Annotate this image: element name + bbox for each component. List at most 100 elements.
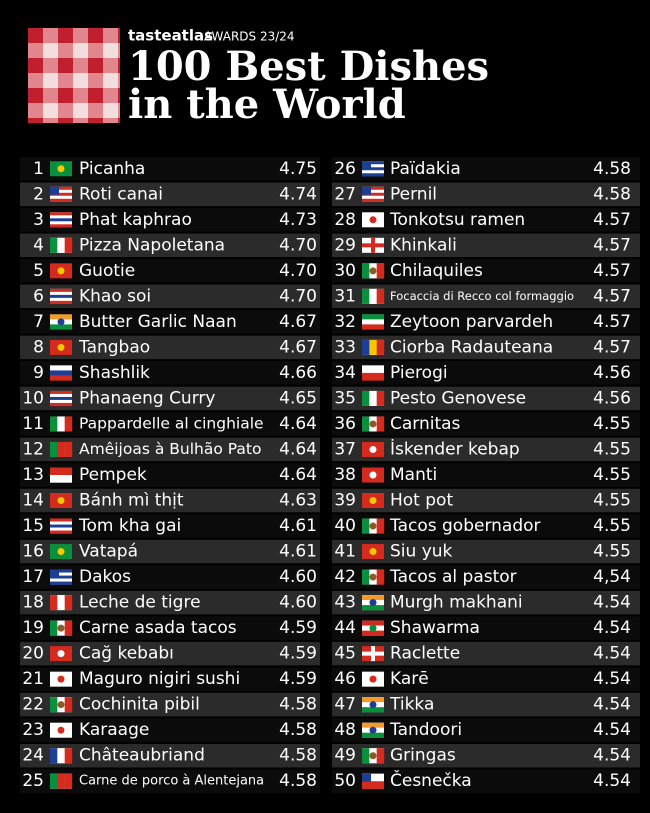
flag-emblem: [369, 420, 377, 428]
flag: [362, 569, 385, 585]
score: 4.70: [279, 286, 317, 306]
score: 4.74: [279, 184, 317, 204]
rank: 47: [334, 695, 356, 715]
flag: [362, 441, 384, 457]
flag-canton: [362, 186, 371, 195]
dish-name: Tom kha gai: [78, 516, 181, 536]
dish-name: Leche de tigre: [79, 593, 201, 613]
rank: 7: [33, 312, 44, 332]
row-bg: [20, 743, 320, 768]
dish-name: Karaage: [79, 720, 149, 740]
flag: [362, 263, 385, 279]
flag-stripe: [64, 773, 73, 789]
flag-emblem: [57, 497, 65, 505]
dish-name: Chilaquiles: [390, 261, 483, 281]
row-bg: [332, 743, 640, 768]
flag-stripe: [362, 324, 384, 330]
flag-stripe: [50, 195, 72, 199]
dish-name: Tandoori: [389, 720, 462, 740]
rank: 18: [22, 593, 44, 613]
row-bg: [20, 182, 320, 207]
flag-stripe: [362, 186, 384, 190]
score: 4.70: [279, 235, 317, 255]
flag-stripe: [64, 620, 73, 636]
flag-stripe: [64, 595, 73, 611]
score: 4.55: [593, 414, 631, 434]
flag-stripe: [50, 530, 72, 534]
flag-stripe: [57, 416, 65, 432]
rank: 30: [334, 261, 356, 281]
flag-emblem: [369, 445, 377, 453]
score: 4,54: [593, 567, 631, 587]
score: 4.54: [593, 720, 631, 740]
flag: [362, 467, 384, 483]
dish-name: Pesto Genovese: [390, 388, 526, 408]
flag: [362, 773, 384, 789]
flag-stripe: [50, 324, 72, 330]
flag-stripe: [369, 339, 377, 355]
rank: 28: [334, 210, 356, 230]
flag-stripe: [50, 192, 72, 196]
score: 4.57: [593, 261, 631, 281]
dish-name: Carne de porco à Alentejana: [79, 774, 264, 789]
flag: [50, 646, 72, 662]
flag: [50, 263, 72, 279]
flag-stripe: [362, 773, 384, 782]
flag-canton: [50, 186, 59, 195]
flag: [362, 544, 384, 560]
row-bg: [20, 692, 320, 717]
dish-name: Tacos al pastor: [389, 567, 517, 587]
rank: 42: [334, 567, 356, 587]
rank: 6: [33, 286, 44, 306]
rank: 35: [334, 388, 356, 408]
rank: 21: [22, 669, 44, 689]
flag-stripe: [362, 319, 384, 325]
score: 4.58: [279, 695, 317, 715]
row-bg: [332, 208, 640, 232]
flag: [50, 161, 72, 177]
row-bg: [20, 565, 320, 589]
rank: 8: [33, 337, 44, 357]
score: 4.58: [593, 184, 631, 204]
flag: [362, 722, 384, 738]
flag-stripe: [362, 595, 384, 601]
flag: [362, 748, 385, 764]
rank: 20: [22, 644, 44, 664]
flag-stripe: [57, 237, 65, 253]
flag-stripe: [50, 524, 72, 528]
flag-stripe: [50, 399, 72, 404]
row-bg: [332, 769, 640, 793]
flag-stripe: [57, 595, 65, 611]
row-bg: [20, 590, 320, 615]
flag-canton: [362, 773, 371, 782]
flag-stripe: [50, 402, 72, 407]
row-bg: [332, 412, 640, 436]
flag-stripe: [50, 212, 72, 216]
rank: 46: [334, 669, 356, 689]
flag-emblem: [57, 726, 65, 734]
flag-emblem: [57, 624, 65, 632]
flag-stripe: [50, 221, 72, 225]
flag: [50, 671, 72, 687]
rank: 4: [33, 235, 44, 255]
logo-check: [28, 28, 120, 123]
dish-name: Picanha: [79, 159, 145, 179]
dish-name: Raclette: [390, 644, 460, 664]
flag-stripe: [64, 748, 73, 764]
flag-emblem: [369, 216, 377, 224]
flag: [50, 186, 72, 202]
dish-name: Pempek: [79, 465, 147, 485]
row-bg: [20, 412, 320, 436]
flag-stripe: [50, 441, 58, 457]
score: 4.55: [593, 465, 631, 485]
flag-stripe: [362, 161, 384, 165]
dish-name: Butter Garlic Naan: [79, 312, 237, 332]
dish-name: İskender kebap: [390, 438, 520, 459]
dish-name: Châteaubriand: [79, 746, 205, 766]
flag: [362, 365, 384, 381]
flag-stripe: [362, 195, 384, 199]
rank: 23: [22, 720, 44, 740]
dish-name: Karē: [390, 669, 429, 689]
brand: tasteatlas: [128, 27, 213, 45]
row-bg: [332, 641, 640, 666]
